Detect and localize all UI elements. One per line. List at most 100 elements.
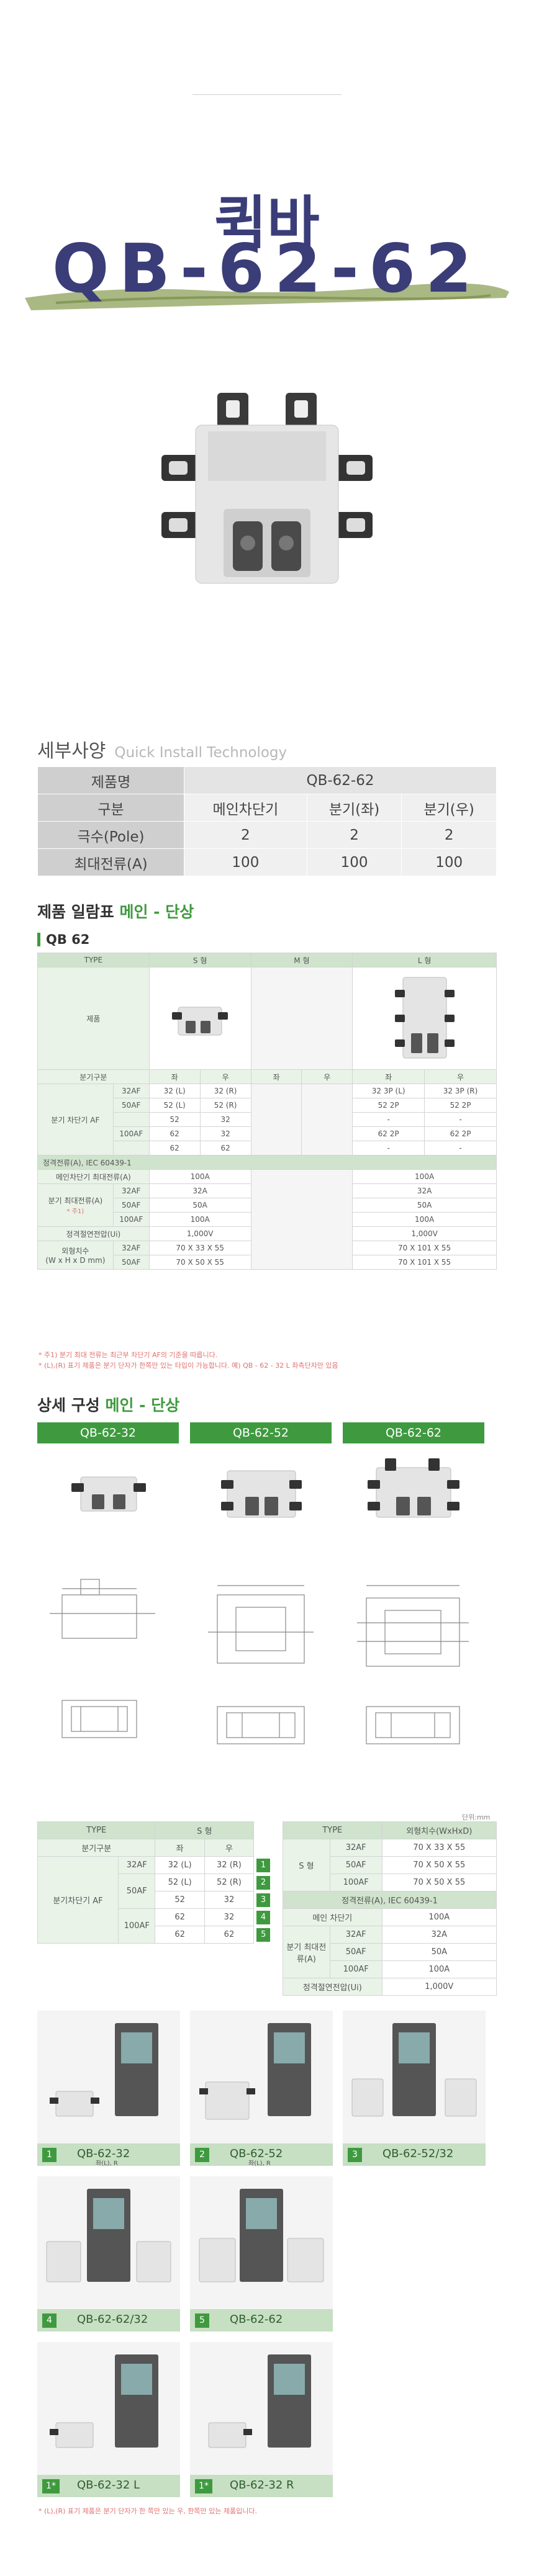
product-card-4[interactable]: 4 QB-62-62/32 <box>37 2176 180 2331</box>
row-number-badge: 4 <box>256 1910 271 1924</box>
card-number: 1* <box>42 2479 60 2493</box>
card-label-bar: 1* QB-62-32 R <box>190 2475 333 2497</box>
hero-model: QB-62-62 <box>52 230 482 308</box>
product-image-qb-62-62 <box>368 1458 459 1518</box>
spec-heading-en: Quick Install Technology <box>114 745 287 761</box>
detail-left-table: TYPE S 형 분기구분 좌 우 분기차단기 AF 32AF 32 (L) 32 (R) 1… <box>37 1821 273 1944</box>
product-card-5[interactable]: 5 QB-62-62 <box>190 2176 333 2331</box>
lineup-product-l <box>352 967 497 1070</box>
product-image-card-7 <box>208 2354 311 2448</box>
spec-cell: 구분 <box>37 794 184 822</box>
lineup-cell: 62 <box>199 1141 251 1156</box>
product-card-1[interactable]: 1 QB-62-32 좌(L), R <box>37 2011 180 2167</box>
table-row: 52 32 - - <box>38 1112 497 1127</box>
dl-l: 좌 <box>155 1839 205 1857</box>
lineup-m-right: 우 <box>301 1069 353 1084</box>
product-image-main <box>161 393 373 584</box>
card-number: 4 <box>42 2313 57 2328</box>
lineup-cell: 52 (R) <box>199 1098 251 1113</box>
dl-af: 분기차단기 AF <box>37 1856 119 1944</box>
table-row: 극수(Pole) 2 2 2 <box>37 821 497 849</box>
spec-cell: 분기(우) <box>401 794 497 822</box>
top-divider <box>192 94 342 95</box>
dr-af: 50AF <box>329 1856 382 1874</box>
table-row: 분기구분 좌 우 <box>37 1839 273 1857</box>
dr-main: 메인 차단기 <box>283 1908 382 1926</box>
table-row: 62 62 5 <box>38 1926 273 1944</box>
lineup-subtitle: QB 62 <box>37 933 89 946</box>
lineup-cell: 32A <box>352 1183 497 1198</box>
table-row: 정격절연전압(Ui) 1,000V 1,000V <box>37 1226 497 1241</box>
lineup-cell: 52 2P <box>352 1098 425 1113</box>
spec-table: 제품명 QB-62-62 구분 메인차단기 분기(좌) 분기(우) 극수(Pole) 2 2… <box>37 766 497 876</box>
table-row: 50AF 70 X 50 X 55 70 X 101 X 55 <box>38 1255 497 1270</box>
dr-cell: 70 X 33 X 55 <box>381 1839 497 1857</box>
card-number: 2 <box>195 2148 209 2162</box>
dr-s: S 형 <box>283 1839 330 1892</box>
card-number: 5 <box>195 2313 209 2328</box>
dr-af: 32AF <box>329 1839 382 1857</box>
lineup-cell: 62 2P <box>424 1126 497 1141</box>
lineup-title-text: 제품 일람표 <box>37 903 114 921</box>
lineup-cell: 32A <box>148 1183 251 1198</box>
spec-cell: 극수(Pole) <box>37 821 184 849</box>
product-card-7[interactable]: 1* QB-62-32 R <box>190 2342 333 2497</box>
lineup-cell: 70 X 33 X 55 <box>148 1241 251 1255</box>
lineup-cell: 70 X 101 X 55 <box>352 1241 497 1255</box>
table-row: 100AF 100A 100A <box>38 1212 497 1227</box>
lineup-dims-unit: (W x H x D mm) <box>45 1256 106 1265</box>
detail-col-2: QB-62-52 <box>190 1422 332 1443</box>
row-number-badge: 5 <box>256 1928 271 1942</box>
lineup-af: 50AF <box>112 1255 150 1270</box>
lineup-cell: 52 2P <box>424 1098 497 1113</box>
product-card-2[interactable]: 2 QB-62-52 좌(L), R <box>190 2011 333 2167</box>
table-row: 100AF 100A <box>283 1960 497 1978</box>
lineup-branch-div: 분기구분 <box>37 1069 150 1084</box>
lineup-cell: 32 <box>199 1112 251 1127</box>
lineup-cell: 100A <box>148 1169 251 1184</box>
dl-cell: 62 <box>204 1926 255 1944</box>
lineup-cell: 32 3P (L) <box>352 1084 425 1098</box>
product-card-3[interactable]: 3 QB-62-52/32 <box>343 2011 486 2166</box>
dr-cell: 70 X 50 X 55 <box>381 1874 497 1892</box>
spec-cell: 100 <box>184 848 307 876</box>
table-row: 정격절연전압(Ui) 1,000V <box>283 1978 497 1996</box>
spec-cell: 최대전류(A) <box>37 848 184 876</box>
lineup-cell: 100A <box>148 1212 251 1227</box>
footnote: * (L),(R) 표기 제품은 분기 단자가 한 쪽만 있는 우, 한쪽만 있… <box>38 2507 258 2515</box>
table-row: 최대전류(A) 100 100 100 <box>37 848 497 876</box>
product-image-s <box>172 1007 229 1035</box>
detail-title-accent: 메인 - 단상 <box>105 1396 180 1414</box>
product-image-card-1 <box>50 2023 158 2117</box>
lineup-product-label: 제품 <box>37 967 150 1070</box>
table-row: 제품 <box>37 967 497 1070</box>
lineup-header-l: L 형 <box>352 953 497 967</box>
detail-col-3: QB-62-62 <box>343 1422 484 1443</box>
table-row: 제품명 QB-62-62 <box>37 766 497 794</box>
product-card-6[interactable]: 1* QB-62-32 L <box>37 2342 180 2497</box>
detail-right-table: TYPE 외형치수(WxHxD) S 형 32AF 70 X 33 X 55 50AF… <box>283 1821 497 1996</box>
lineup-cell: - <box>424 1141 497 1156</box>
dl-div: 분기구분 <box>37 1839 156 1857</box>
spec-cell: 메인차단기 <box>184 794 307 822</box>
spec-cell: 2 <box>306 821 402 849</box>
lineup-note-mark: * 주1) <box>66 1208 84 1215</box>
dr-type: TYPE <box>283 1821 382 1839</box>
lineup-af <box>112 1112 150 1127</box>
card-label-bar: 1* QB-62-32 L <box>37 2475 180 2497</box>
lineup-header-s: S 형 <box>148 953 251 967</box>
lineup-rating: 정격전류(A), IEC 60439-1 <box>37 1155 497 1170</box>
dr-cell: 50A <box>381 1943 497 1961</box>
table-row: 62 62 - - <box>38 1141 497 1156</box>
product-image-card-3 <box>351 2023 477 2117</box>
dr-af: 100AF <box>329 1874 382 1892</box>
spec-cell: 2 <box>401 821 497 849</box>
table-row: 분기 차단기 AF 32AF 32 (L) 32 (R) 32 3P (L) 32 3P … <box>37 1084 497 1156</box>
card-label: QB-62-52 <box>230 2147 283 2160</box>
row-number-badge: 2 <box>256 1875 271 1890</box>
spec-cell: 100 <box>401 848 497 876</box>
lineup-m-left: 좌 <box>250 1069 302 1084</box>
lineup-cell: - <box>424 1112 497 1127</box>
detail-title: 상세 구성 메인 - 단상 <box>37 1393 179 1416</box>
card-label: QB-62-32 R <box>230 2479 294 2492</box>
